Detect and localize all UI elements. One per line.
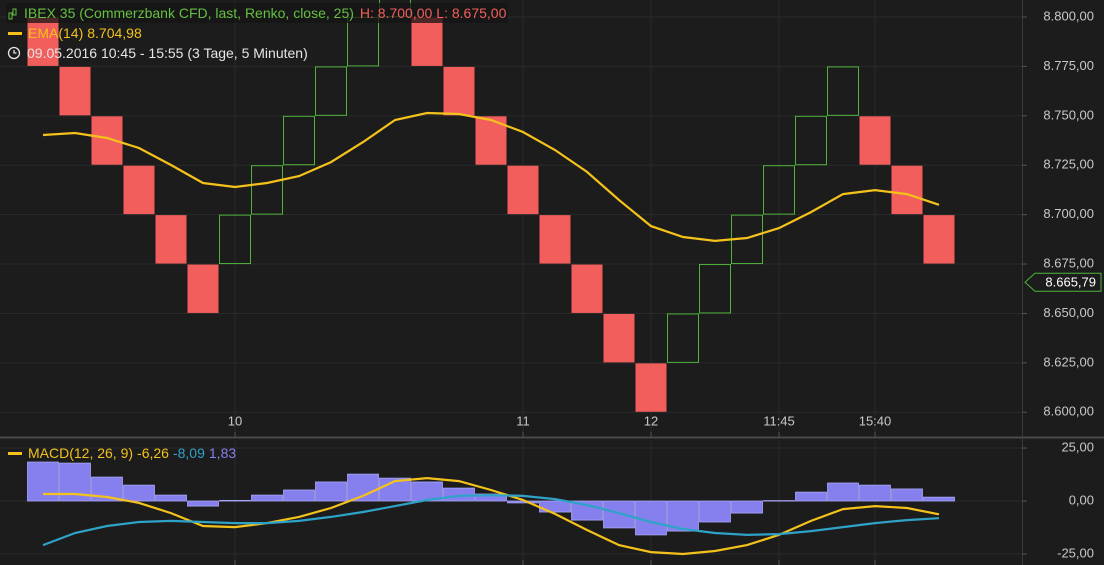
renko-brick-down bbox=[507, 165, 539, 215]
renko-brick-up bbox=[219, 214, 251, 265]
macd-icon bbox=[8, 451, 22, 455]
legend-row: EMA(14) 8.704,98 bbox=[6, 23, 508, 43]
legend-row: MACD(12, 26, 9) -6,26 -8,09 1,83 bbox=[6, 443, 238, 463]
histogram-bar bbox=[731, 500, 763, 514]
renko-brick-up bbox=[827, 66, 859, 116]
legend-label: MACD(12, 26, 9) bbox=[28, 445, 134, 461]
macd-plot bbox=[0, 440, 1022, 565]
y-tick-label: -25,00 bbox=[1057, 545, 1094, 560]
renko-brick-up bbox=[667, 313, 699, 363]
legend-value: 1,83 bbox=[208, 445, 237, 461]
histogram-bar bbox=[27, 461, 59, 502]
histogram-bar bbox=[91, 476, 123, 502]
y-tick-label: 8.775,00 bbox=[1043, 58, 1094, 73]
histogram-bar bbox=[123, 484, 155, 502]
histogram-bar bbox=[635, 500, 667, 536]
y-tick-label: 8.600,00 bbox=[1043, 404, 1094, 419]
ema-icon bbox=[8, 31, 22, 35]
legend-title: IBEX 35 (Commerzbank CFD, last, Renko, c… bbox=[6, 3, 358, 23]
histogram-bar bbox=[795, 491, 827, 502]
x-tick-label: 11 bbox=[516, 413, 530, 428]
renko-brick-down bbox=[411, 17, 443, 66]
histogram-bar bbox=[763, 500, 795, 502]
renko-brick-up bbox=[251, 165, 283, 215]
current-price-label: 8.665,79 bbox=[1045, 275, 1096, 290]
renko-brick-down bbox=[123, 165, 155, 215]
y-tick-label: 8.625,00 bbox=[1043, 354, 1094, 369]
renko-brick-down bbox=[59, 66, 91, 116]
renko-brick-down bbox=[571, 264, 603, 313]
low-label: L: 8.675,00 bbox=[434, 3, 509, 23]
renko-brick-up bbox=[795, 115, 827, 166]
legend-value: -6,26 bbox=[137, 445, 169, 461]
x-tick-label: 15:40 bbox=[859, 413, 892, 428]
y-tick-label: 25,00 bbox=[1061, 439, 1094, 454]
current-price-tag bbox=[1024, 272, 1102, 292]
histogram-bar bbox=[507, 500, 539, 504]
renko-brick-up bbox=[283, 115, 315, 166]
macd-legend: MACD(12, 26, 9) -6,26 -8,09 1,83 bbox=[6, 443, 238, 463]
histogram-bar bbox=[923, 496, 955, 502]
histogram-bar bbox=[859, 484, 891, 502]
x-tick-label: 11:45 bbox=[763, 413, 795, 428]
renko-brick-down bbox=[635, 363, 667, 412]
period: 09.05.2016 10:45 - 15:55 (3 Tage, 5 Minu… bbox=[27, 45, 308, 61]
y-tick-label: 8.675,00 bbox=[1043, 255, 1094, 270]
price-legend: IBEX 35 (Commerzbank CFD, last, Renko, c… bbox=[6, 3, 509, 63]
histogram-bar bbox=[571, 500, 603, 521]
renko-brick-up bbox=[315, 66, 347, 116]
histogram-bar bbox=[187, 500, 219, 507]
legend-row: IBEX 35 (Commerzbank CFD, last, Renko, c… bbox=[6, 3, 509, 23]
histogram-bar bbox=[283, 489, 315, 502]
renko-brick-down bbox=[443, 66, 475, 116]
renko-brick-down bbox=[155, 215, 187, 264]
clock-icon bbox=[7, 46, 21, 60]
legend-value: 8.704,98 bbox=[87, 25, 142, 41]
renko-brick-down bbox=[603, 313, 635, 363]
renko-brick-up bbox=[763, 165, 795, 215]
renko-brick-up bbox=[699, 264, 731, 314]
y-tick-label: 8.750,00 bbox=[1043, 107, 1094, 122]
renko-brick-down bbox=[187, 264, 219, 313]
histogram-bar bbox=[827, 482, 859, 502]
histogram-bar bbox=[603, 500, 635, 529]
y-tick-label: 8.800,00 bbox=[1043, 8, 1094, 23]
ema-line bbox=[42, 111, 940, 243]
renko-brick-down bbox=[859, 116, 891, 165]
x-tick-label: 12 bbox=[644, 413, 658, 428]
histogram-bar bbox=[315, 481, 347, 502]
histogram-bar bbox=[251, 494, 283, 502]
y-tick-label: 8.725,00 bbox=[1043, 157, 1094, 172]
series-name: IBEX 35 (Commerzbank CFD, last, Renko, c… bbox=[24, 5, 354, 21]
y-tick-label: 8.700,00 bbox=[1043, 206, 1094, 221]
histogram-bar bbox=[891, 488, 923, 502]
histogram-bar bbox=[219, 499, 251, 502]
y-tick-label: 8.650,00 bbox=[1043, 305, 1094, 320]
renko-brick-down bbox=[539, 215, 571, 264]
y-tick-label: 0,00 bbox=[1069, 492, 1094, 507]
renko-brick-down bbox=[891, 165, 923, 215]
high-label: H: 8.700,00 bbox=[357, 3, 435, 23]
legend-label: EMA(14) bbox=[28, 25, 84, 41]
x-tick-label: 10 bbox=[228, 413, 242, 428]
legend-row: 09.05.2016 10:45 - 15:55 (3 Tage, 5 Minu… bbox=[6, 43, 508, 63]
histogram-bar bbox=[155, 494, 187, 502]
macd-line bbox=[42, 493, 940, 547]
renko-brick-down bbox=[27, 17, 59, 66]
histogram-bar bbox=[699, 500, 731, 523]
renko-brick-down bbox=[923, 215, 955, 264]
legend-value: -8,09 bbox=[172, 445, 205, 461]
renko-icon bbox=[8, 8, 17, 20]
axes: 8.600,00 8.625,00 8.650,00 8.675,00 8.700,00… bbox=[228, 8, 1102, 565]
